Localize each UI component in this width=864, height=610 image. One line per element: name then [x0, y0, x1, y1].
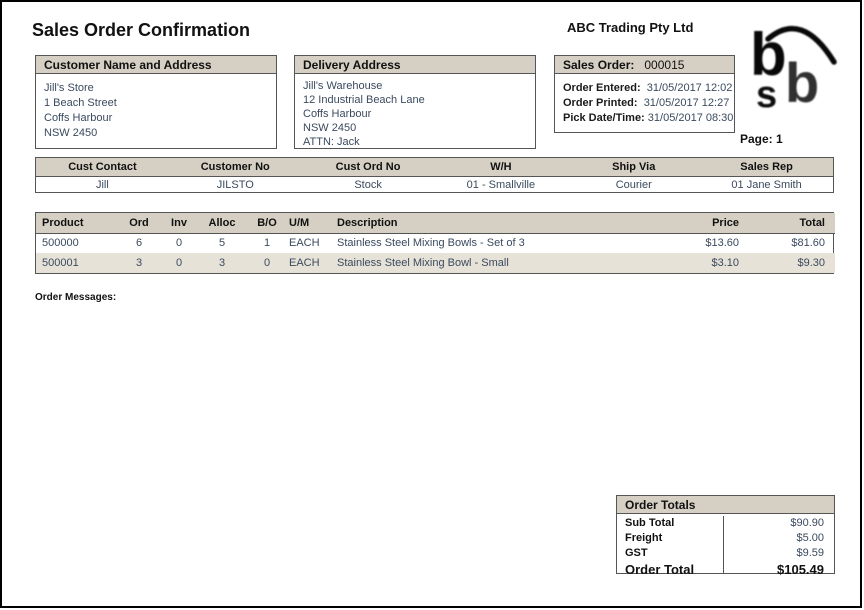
svg-text:s: s [756, 74, 777, 110]
svg-text:b: b [785, 51, 819, 110]
